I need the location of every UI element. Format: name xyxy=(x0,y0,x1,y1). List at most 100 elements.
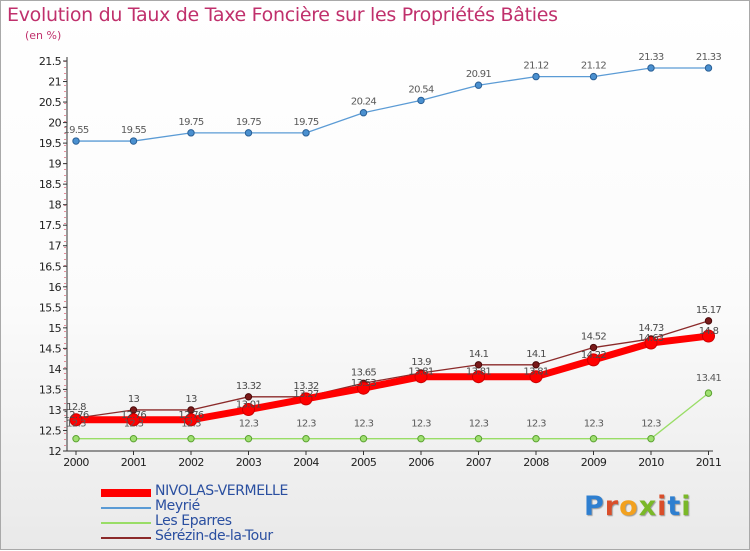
data-point xyxy=(359,109,368,117)
data-label: 13.32 xyxy=(236,381,261,392)
data-label: 15.17 xyxy=(696,305,721,316)
y-tick-label: 16 xyxy=(48,281,61,294)
data-label: 13.9 xyxy=(411,357,431,368)
y-tick-label: 20 xyxy=(48,117,61,130)
data-label: 12.3 xyxy=(641,419,661,430)
y-tick-label: 15.5 xyxy=(39,301,62,314)
data-label: 13.41 xyxy=(696,373,721,384)
data-label: 12.76 xyxy=(178,410,203,421)
data-label: 14.1 xyxy=(526,349,546,360)
logo-letter: P xyxy=(584,491,605,522)
data-point xyxy=(184,413,198,427)
data-point xyxy=(417,434,425,443)
data-point xyxy=(704,64,713,72)
data-point xyxy=(244,129,253,137)
data-point xyxy=(529,370,543,384)
data-point xyxy=(187,434,195,443)
x-tick-label: 2003 xyxy=(236,456,262,469)
data-point xyxy=(357,381,370,395)
data-label: 12.3 xyxy=(239,419,259,430)
data-point xyxy=(644,336,658,350)
data-point xyxy=(299,392,313,406)
legend-label: NIVOLAS-VERMELLE xyxy=(155,483,288,499)
data-label: 19.75 xyxy=(293,117,318,128)
data-label: 21.33 xyxy=(638,52,663,63)
proxiti-logo: Proxiti xyxy=(584,491,692,522)
legend-swatch xyxy=(101,537,151,539)
y-tick-label: 17 xyxy=(48,240,61,253)
data-point xyxy=(532,434,540,443)
data-label: 19.55 xyxy=(121,125,146,136)
data-label: 13.81 xyxy=(466,367,491,378)
data-label: 12.3 xyxy=(469,419,489,430)
logo-letter: t xyxy=(667,491,682,522)
data-point xyxy=(647,434,655,443)
x-tick-label: 2001 xyxy=(121,456,147,469)
x-tick-label: 2010 xyxy=(638,456,664,469)
series-line-2 xyxy=(75,392,710,440)
y-tick-label: 16.5 xyxy=(39,260,62,273)
data-label: 19.55 xyxy=(63,125,88,136)
x-tick-label: 2002 xyxy=(178,456,204,469)
data-label: 13 xyxy=(128,394,140,405)
data-point xyxy=(532,361,540,369)
data-label: 20.91 xyxy=(466,69,491,80)
data-label: 12.3 xyxy=(411,419,431,430)
y-tick-label: 12.5 xyxy=(39,424,62,437)
y-tick-label: 21.5 xyxy=(39,55,62,68)
data-point xyxy=(72,137,80,145)
data-point xyxy=(589,343,598,352)
data-label: 12.3 xyxy=(584,419,604,430)
data-point xyxy=(187,406,195,414)
data-point xyxy=(647,64,655,72)
series-line-1 xyxy=(75,67,710,142)
y-tick-label: 20.5 xyxy=(39,96,62,109)
x-tick-label: 2011 xyxy=(696,456,722,469)
data-label: 14.63 xyxy=(638,333,663,344)
data-label: 13.65 xyxy=(351,367,376,378)
data-point xyxy=(704,389,713,397)
chart-unit-label: (en %) xyxy=(25,29,62,42)
data-point xyxy=(589,72,598,81)
series-line-0 xyxy=(72,332,712,424)
data-point xyxy=(589,434,598,443)
data-point xyxy=(129,434,138,443)
data-point xyxy=(187,129,195,137)
y-tick-label: 15 xyxy=(48,322,61,335)
legend-label: Meyrié xyxy=(155,498,200,514)
y-tick-label: 17.5 xyxy=(39,219,62,232)
data-point xyxy=(704,317,713,325)
y-tick-label: 13.5 xyxy=(39,383,62,396)
data-label: 12.3 xyxy=(526,419,546,430)
data-label: 12.3 xyxy=(66,419,86,430)
x-tick-label: 2007 xyxy=(466,456,492,469)
x-tick-label: 2006 xyxy=(408,456,434,469)
data-point xyxy=(302,129,310,137)
data-point xyxy=(129,137,138,145)
y-tick-label: 19.5 xyxy=(39,137,62,150)
y-tick-label: 14.5 xyxy=(39,342,62,355)
x-tick-label: 2005 xyxy=(351,456,377,469)
data-point xyxy=(474,361,483,369)
data-point xyxy=(417,96,425,105)
data-point xyxy=(302,434,310,443)
chart-title: Evolution du Taux de Taxe Foncière sur l… xyxy=(7,4,558,26)
data-point xyxy=(702,329,715,343)
data-label: 21.33 xyxy=(696,52,721,63)
data-point xyxy=(244,393,253,401)
data-label: 13 xyxy=(185,394,197,405)
legend-swatch xyxy=(101,507,151,509)
data-label: 12.3 xyxy=(296,419,316,430)
data-point xyxy=(474,81,483,89)
legend-label: Les Eparres xyxy=(155,513,232,529)
data-label: 13.81 xyxy=(523,367,548,378)
data-point xyxy=(242,403,255,417)
data-label: 12.3 xyxy=(181,419,201,430)
data-point xyxy=(474,434,483,443)
data-label: 12.3 xyxy=(354,419,374,430)
data-label: 13.32 xyxy=(293,381,318,392)
data-point xyxy=(587,353,600,367)
data-point xyxy=(244,434,253,443)
data-point xyxy=(532,72,540,81)
